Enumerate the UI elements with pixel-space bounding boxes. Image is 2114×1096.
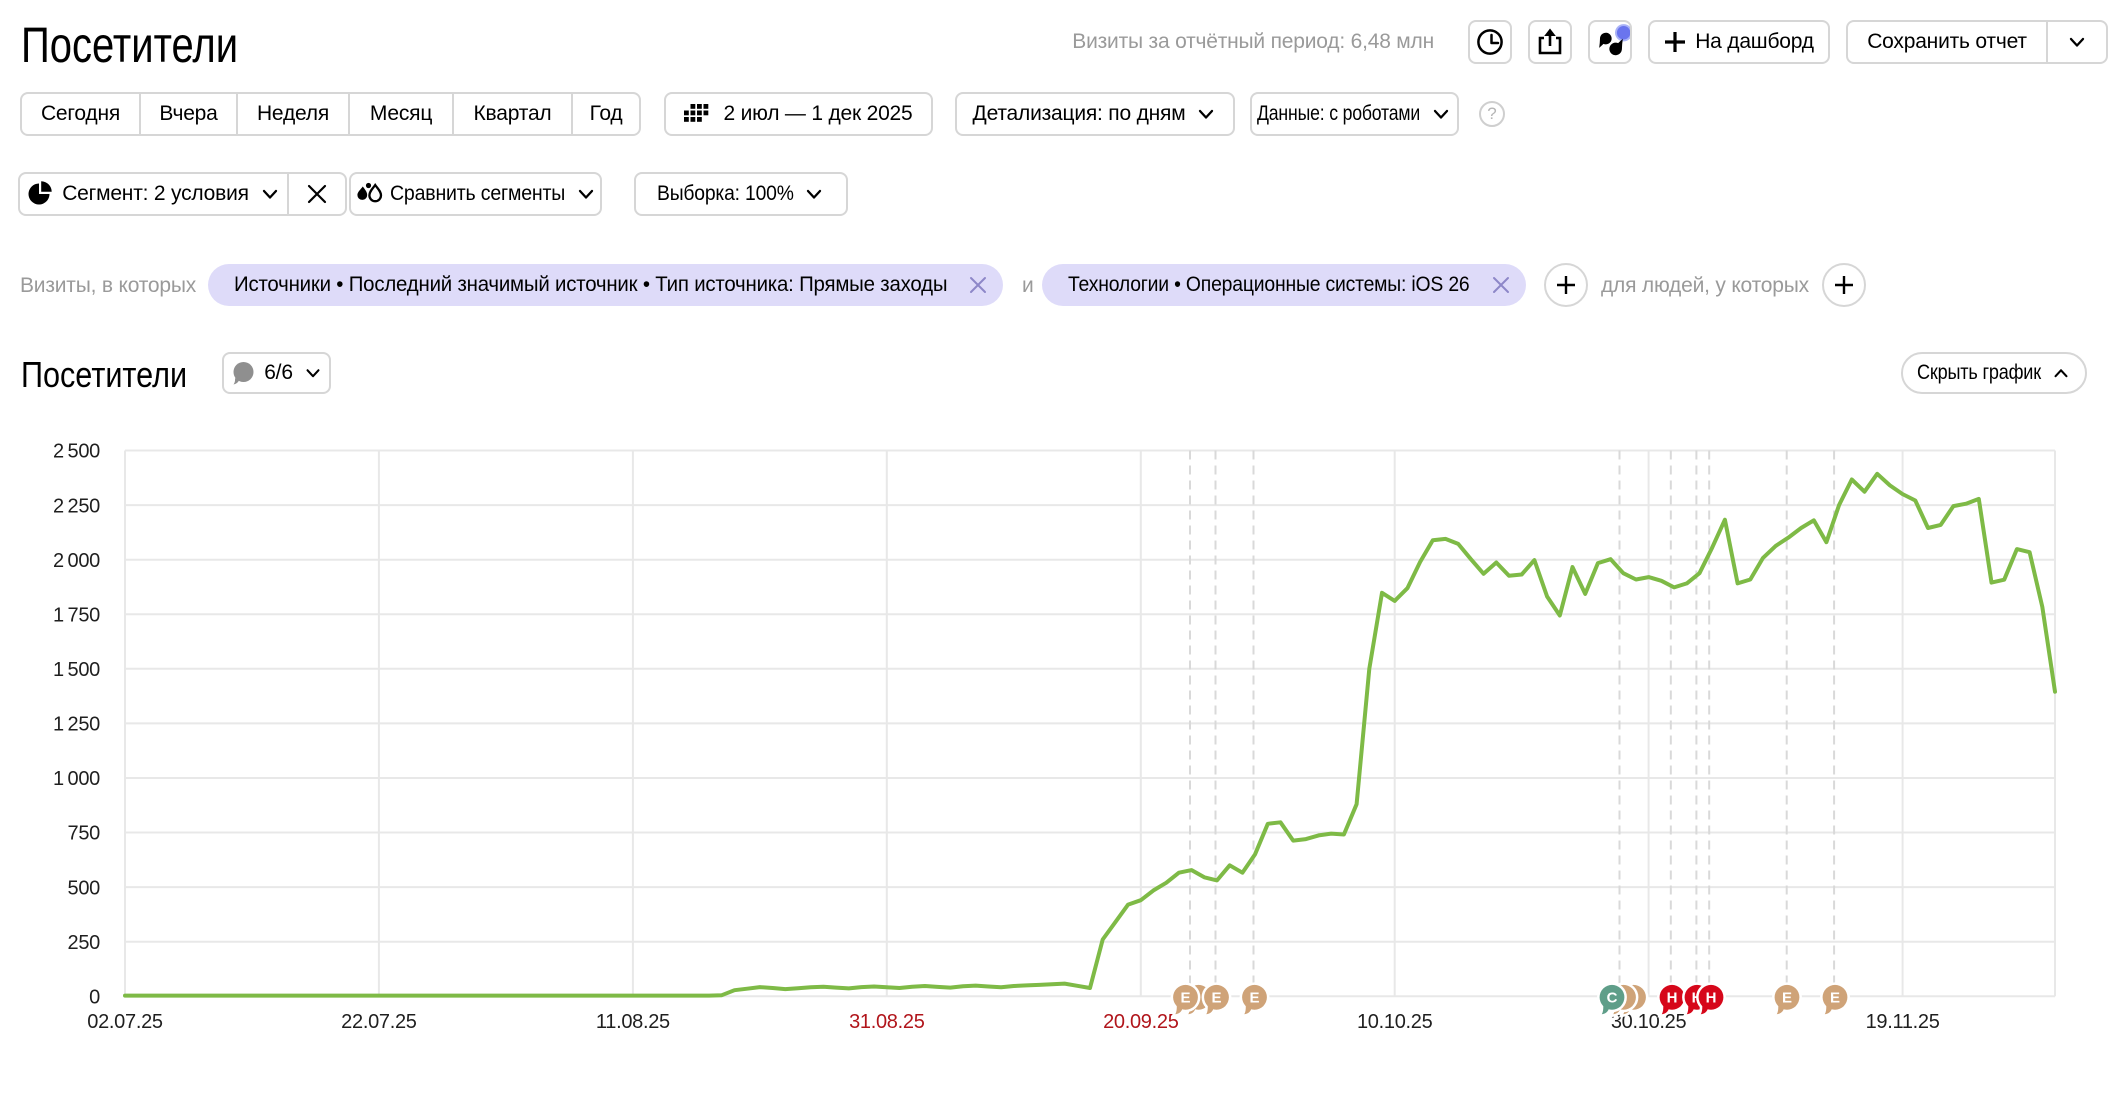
svg-text:1 500: 1 500 [53,659,100,681]
svg-text:500: 500 [68,877,101,899]
svg-text:20.09.25: 20.09.25 [1103,1011,1179,1033]
svg-text:31.08.25: 31.08.25 [849,1011,925,1033]
svg-text:10.10.25: 10.10.25 [1357,1011,1433,1033]
svg-text:C: C [1607,990,1618,1007]
svg-text:1 000: 1 000 [53,768,100,790]
svg-text:2 250: 2 250 [53,495,100,517]
svg-text:H: H [1667,990,1678,1007]
svg-text:2 500: 2 500 [53,441,100,463]
svg-text:11.08.25: 11.08.25 [596,1011,670,1033]
svg-text:E: E [1782,990,1792,1007]
svg-text:1 250: 1 250 [53,714,100,736]
svg-text:H: H [1706,990,1717,1007]
svg-text:250: 250 [68,932,101,954]
svg-text:E: E [1249,990,1259,1007]
svg-text:22.07.25: 22.07.25 [341,1011,417,1033]
svg-text:2 000: 2 000 [53,550,100,572]
svg-text:E: E [1830,990,1840,1007]
svg-text:02.07.25: 02.07.25 [87,1011,163,1033]
svg-text:30.10.25: 30.10.25 [1611,1011,1687,1033]
svg-text:E: E [1211,990,1221,1007]
svg-text:0: 0 [89,987,100,1009]
svg-text:19.11.25: 19.11.25 [1866,1011,1940,1033]
svg-text:750: 750 [68,823,101,845]
svg-text:E: E [1180,990,1190,1007]
svg-text:1 750: 1 750 [53,604,100,626]
